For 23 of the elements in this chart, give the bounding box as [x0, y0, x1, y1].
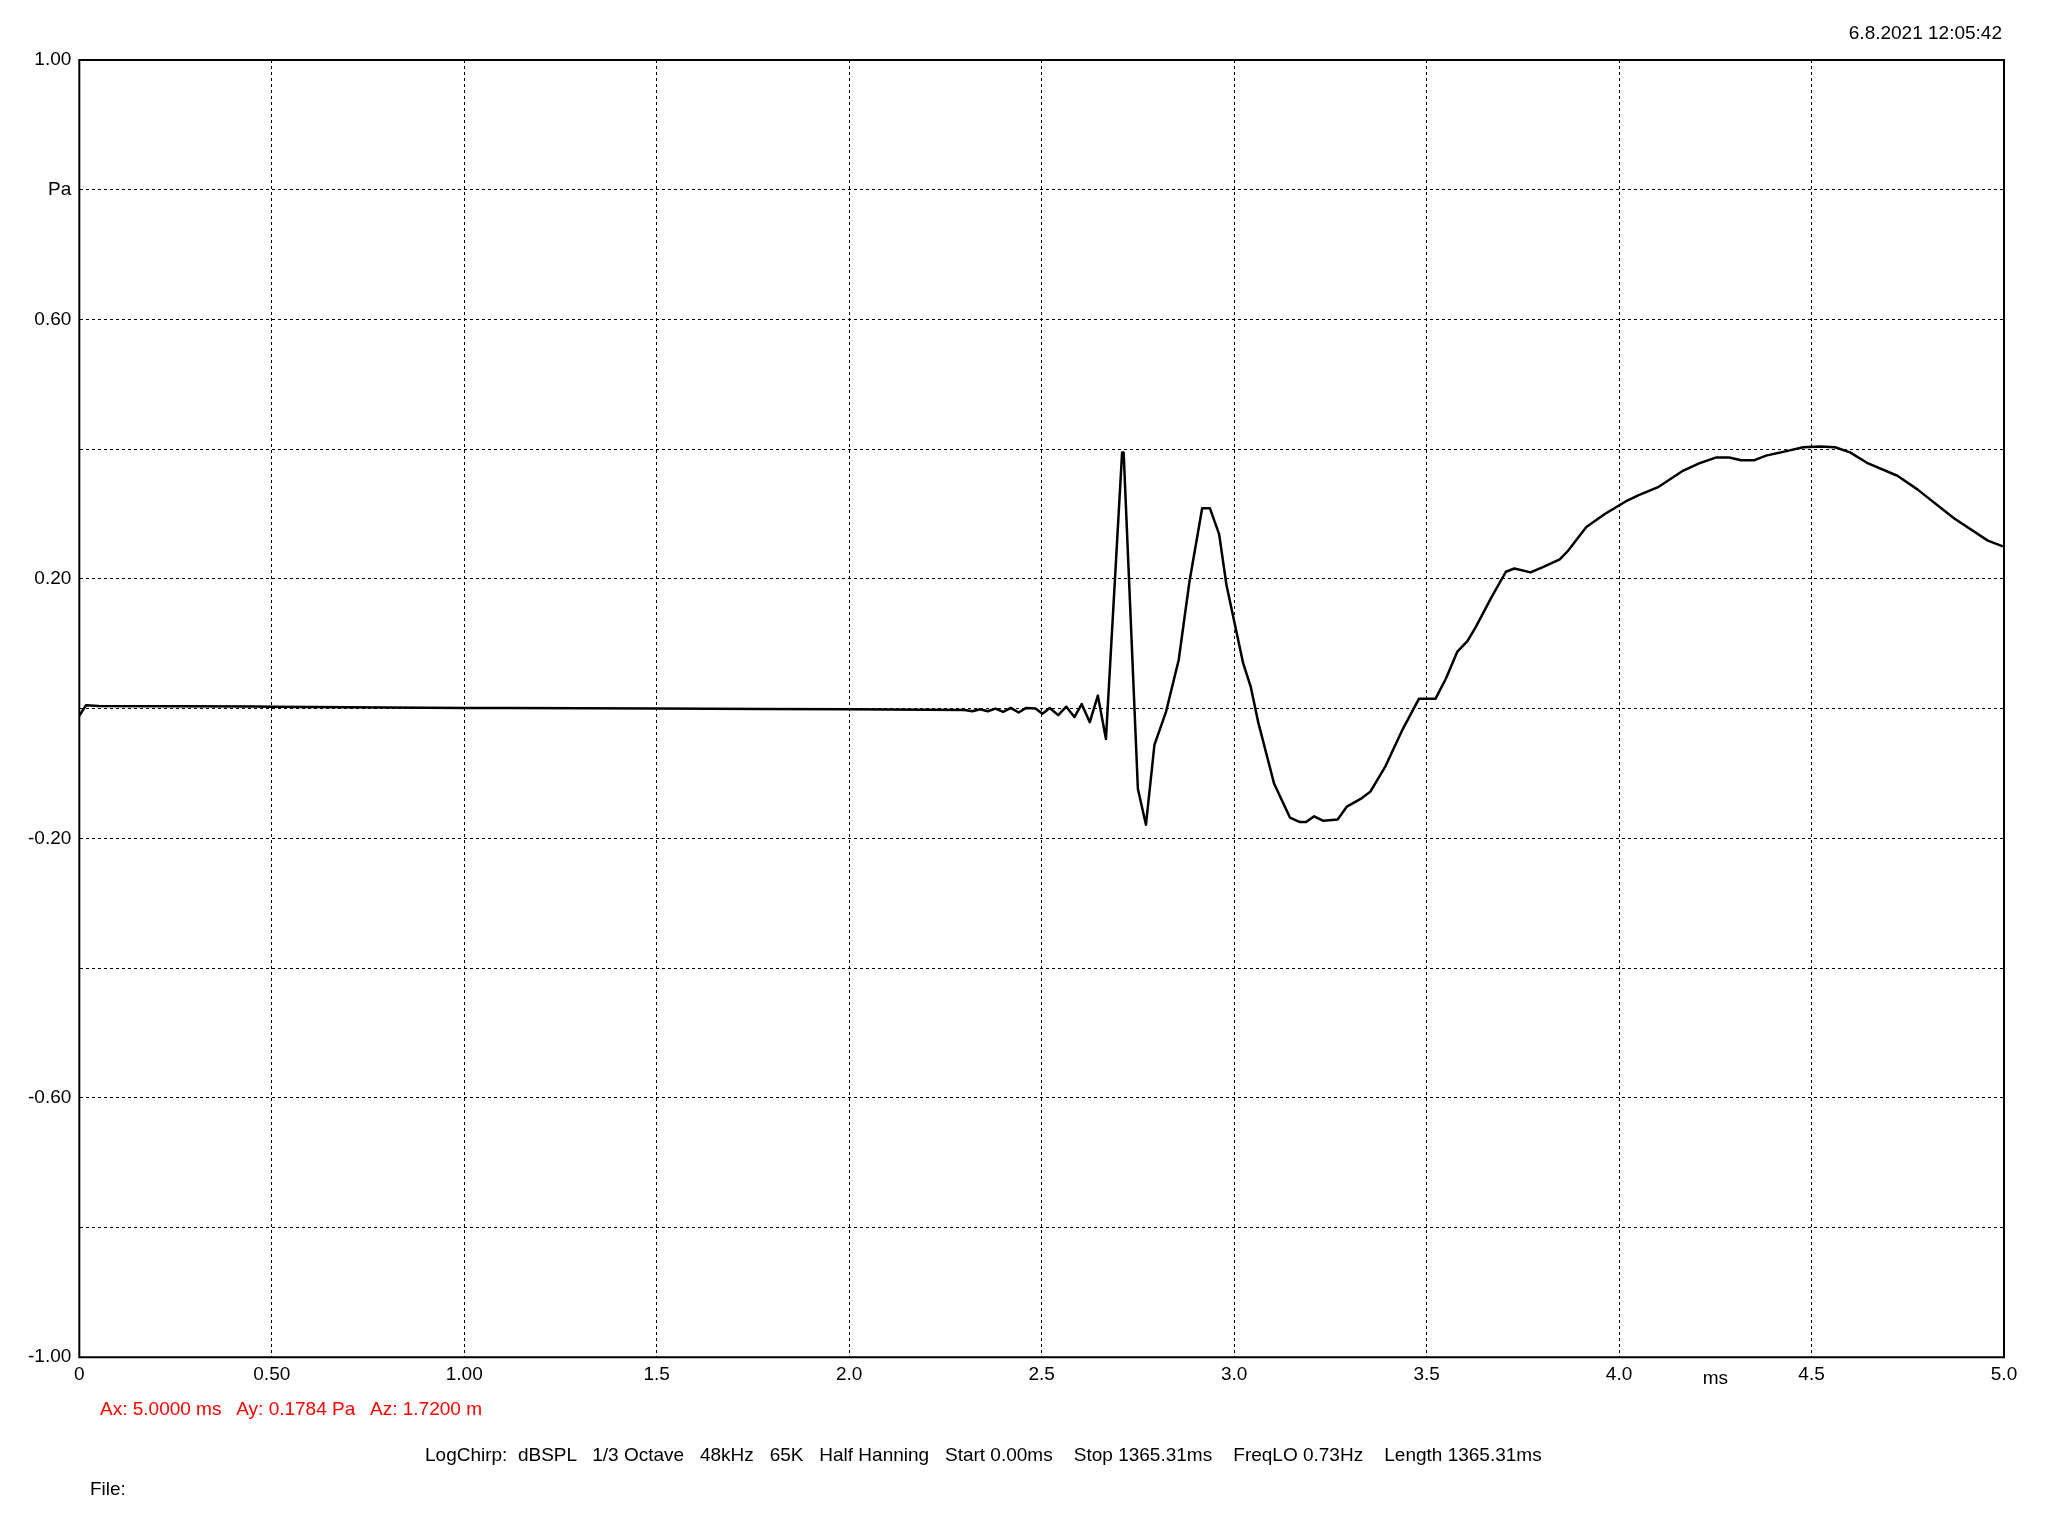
x-tick-label: 2.5 [1028, 1362, 1055, 1384]
x-axis-title: ms [1702, 1366, 1728, 1388]
x-tick-label: 3.5 [1413, 1362, 1440, 1384]
x-tick-label: 1.00 [445, 1362, 483, 1384]
text: Ax: 5.0000 ms Ay: 0.1784 Pa Az: 1.7200 m [100, 1398, 482, 1420]
x-tick-label: 0 [74, 1362, 85, 1384]
y-axis-title: Pa [48, 177, 72, 199]
y-tick-label: -0.60 [27, 1085, 72, 1107]
x-tick-label: 4.5 [1798, 1362, 1825, 1384]
y-tick-label: 0.60 [34, 307, 72, 329]
y-tick-label: 0.20 [34, 567, 72, 589]
x-tick-label: 5.0 [1990, 1362, 2018, 1384]
x-tick-label: 4.0 [1605, 1362, 1633, 1384]
x-tick-label: 0.50 [253, 1362, 291, 1384]
text: LogChirp: dBSPL 1/3 Octave 48kHz 65K Half Hanning Start 0.00ms Stop 1365.31ms FreqLO 0.73Hz Length 1365.31ms [425, 1444, 1542, 1466]
x-tick-label: 3.0 [1220, 1362, 1248, 1384]
text: File: [90, 1478, 126, 1500]
x-tick-label: 2.0 [835, 1362, 863, 1384]
y-tick-label: 1.00 [34, 48, 72, 70]
x-tick-label: 1.5 [643, 1362, 670, 1384]
y-tick-label: -0.20 [27, 826, 72, 848]
text: 6.8.2021 12:05:42 [1848, 22, 2002, 44]
y-tick-label: -1.00 [27, 1345, 72, 1367]
